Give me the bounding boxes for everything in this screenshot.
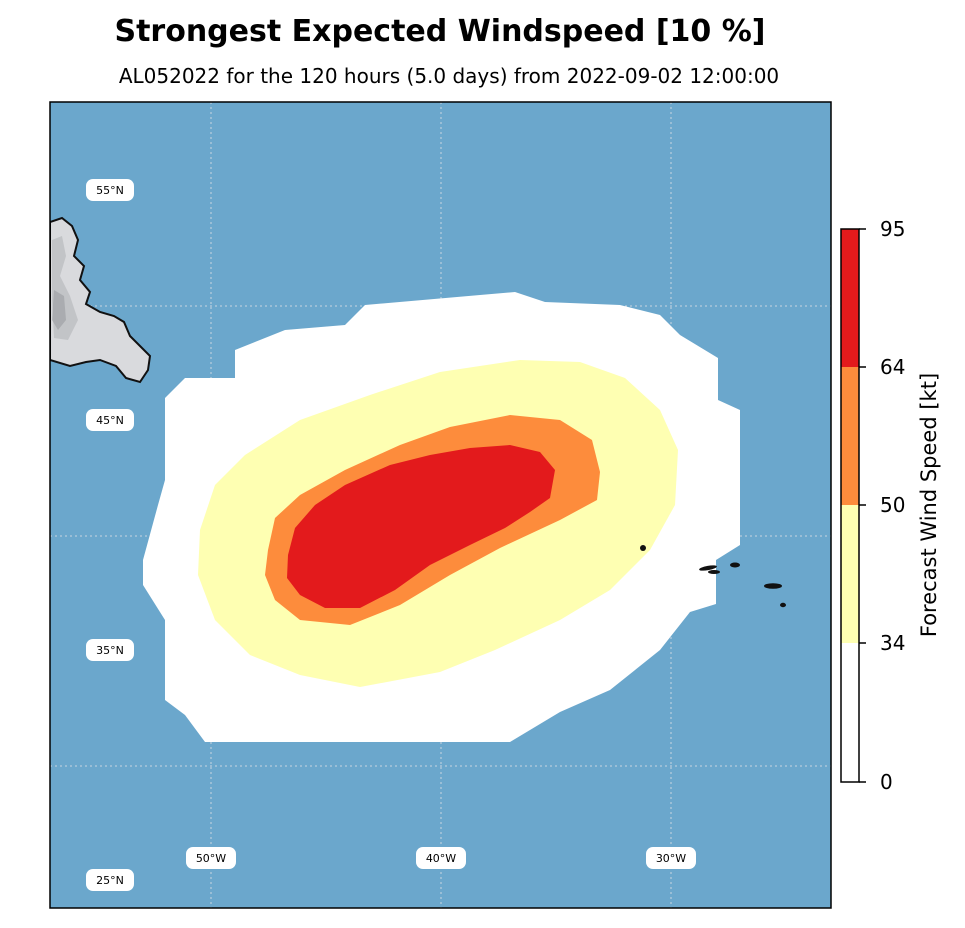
map-frame xyxy=(49,101,832,909)
lat-label-35: 35°N xyxy=(96,644,124,657)
chart-title: Strongest Expected Windspeed [10 %] xyxy=(114,14,766,49)
azores-islands xyxy=(640,545,786,608)
colorbar xyxy=(840,228,866,783)
wind-band-64-95 xyxy=(287,445,555,608)
lat-label-45: 45°N xyxy=(96,414,124,427)
colorbar-label: Forecast Wind Speed [kt] xyxy=(917,372,941,638)
colorbar-band-50-64 xyxy=(841,367,859,505)
colorbar-band-34-50 xyxy=(841,505,859,643)
colorbar-tick-50: 50 xyxy=(880,493,906,517)
latitude-labels: 55°N 45°N 35°N 25°N xyxy=(86,179,134,891)
newfoundland-highland xyxy=(52,290,66,330)
chart-subtitle: AL052022 for the 120 hours (5.0 days) fr… xyxy=(118,64,780,88)
colorbar-band-0-34 xyxy=(841,643,859,782)
lon-label-40: 40°W xyxy=(426,852,456,865)
lat-label-25: 25°N xyxy=(96,874,124,887)
lon-label-30: 30°W xyxy=(656,852,686,865)
longitude-labels: 50°W 40°W 30°W xyxy=(186,847,696,869)
colorbar-tick-34: 34 xyxy=(880,631,906,655)
lat-label-55: 55°N xyxy=(96,184,124,197)
colorbar-tick-95: 95 xyxy=(880,217,906,241)
colorbar-band-64-95 xyxy=(841,229,859,367)
colorbar-tick-64: 64 xyxy=(880,355,906,379)
colorbar-tick-0: 0 xyxy=(880,770,893,794)
newfoundland-landmass xyxy=(50,216,152,384)
lon-label-50: 50°W xyxy=(196,852,226,865)
